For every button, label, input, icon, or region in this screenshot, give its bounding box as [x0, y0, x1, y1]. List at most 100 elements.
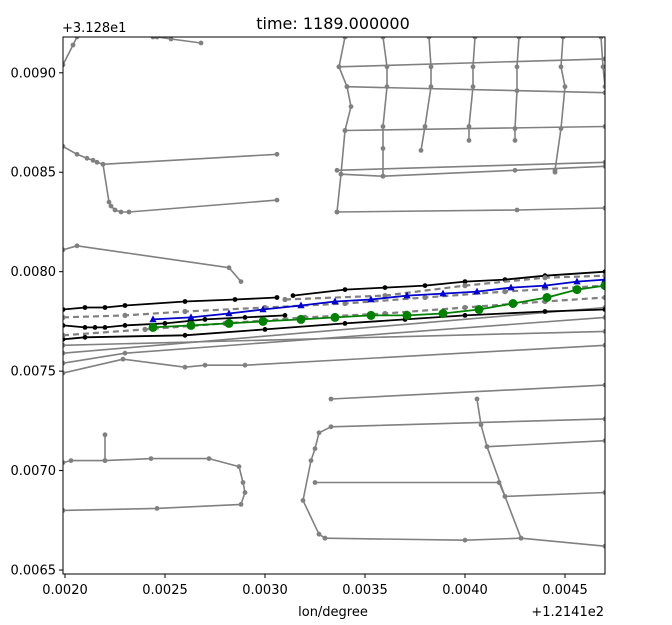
data-point [322, 535, 328, 541]
series-road-3 [100, 161, 280, 215]
series-road-28 [338, 163, 605, 179]
data-point [63, 370, 66, 376]
series-line [292, 270, 605, 297]
series-line [336, 161, 605, 172]
data-point [312, 480, 318, 485]
series-line [344, 125, 605, 132]
data-point [63, 307, 66, 312]
series-road-6 [63, 458, 108, 465]
plot-area [63, 37, 605, 549]
series-line [63, 37, 78, 66]
data-point [502, 289, 508, 295]
data-point [439, 289, 447, 297]
series-line [315, 481, 605, 498]
series-dashed-36 [282, 273, 605, 303]
data-point [102, 325, 108, 330]
data-point [602, 269, 605, 275]
data-point [602, 90, 605, 96]
data-point [100, 161, 106, 167]
series-road-18 [380, 37, 390, 179]
data-point [602, 56, 605, 62]
data-point [238, 502, 244, 507]
x-axis: 0.0020 0.0025 0.0030 0.0035 0.0040 0.0045 [42, 574, 588, 598]
data-point [342, 321, 348, 326]
series-line [338, 58, 605, 68]
data-point [542, 293, 552, 302]
data-point [342, 300, 348, 307]
data-point [63, 144, 66, 149]
data-point [182, 332, 188, 338]
series-line [63, 344, 605, 374]
y-tick-label: 0.0090 [11, 66, 57, 81]
series-line [63, 306, 605, 354]
data-point [512, 138, 518, 143]
data-point [402, 310, 412, 320]
data-point [422, 124, 428, 129]
data-point [108, 203, 114, 209]
data-point [316, 430, 322, 436]
data-point [162, 321, 168, 326]
data-point [328, 396, 334, 402]
series-road-17 [334, 37, 354, 215]
series-road-11 [484, 444, 524, 541]
series-road-21 [512, 37, 522, 143]
data-point [473, 287, 481, 295]
data-point [74, 243, 80, 249]
data-point [150, 37, 156, 40]
data-point [148, 456, 154, 461]
y-tick-label: 0.0080 [11, 265, 57, 280]
data-point [598, 37, 604, 40]
data-point [242, 490, 248, 495]
data-point [122, 303, 128, 308]
data-point [382, 293, 388, 299]
data-point [602, 124, 605, 129]
data-point [63, 336, 66, 342]
data-point [74, 37, 80, 40]
series-road-8 [328, 382, 605, 402]
data-point [344, 84, 350, 90]
series-highlight-30 [63, 295, 280, 312]
data-point [508, 299, 518, 308]
series-road-14 [63, 315, 605, 366]
data-point [118, 209, 124, 215]
data-point [262, 327, 268, 332]
data-point [236, 464, 242, 469]
series-line [554, 37, 566, 173]
data-point [182, 308, 188, 315]
data-point [542, 309, 548, 314]
data-point [186, 320, 196, 330]
y-tick-label: 0.0075 [11, 365, 57, 380]
data-point [330, 312, 340, 322]
data-point [63, 508, 66, 513]
x-tick-label: 0.0030 [242, 583, 288, 598]
data-point [242, 362, 248, 368]
data-point [573, 277, 581, 285]
series-road-7 [300, 416, 605, 541]
data-point [502, 494, 508, 499]
data-point [328, 424, 334, 430]
data-point [462, 279, 468, 284]
data-point [380, 146, 386, 151]
data-point [602, 490, 605, 495]
series-line [382, 37, 388, 177]
series-line [336, 37, 352, 213]
data-point [106, 199, 112, 205]
data-point [512, 167, 518, 173]
data-point [84, 155, 90, 161]
data-point [542, 275, 548, 281]
x-tick-label: 0.0020 [42, 583, 88, 598]
series-line [302, 418, 605, 539]
data-point [466, 138, 472, 143]
data-point [601, 275, 605, 283]
data-point [474, 396, 480, 402]
data-point [382, 285, 388, 290]
data-point [240, 480, 246, 485]
data-point [102, 305, 108, 310]
data-point [602, 382, 605, 388]
data-point [82, 305, 88, 310]
data-point [602, 159, 605, 165]
series-line [420, 37, 432, 151]
data-point [312, 446, 318, 452]
data-point [438, 309, 448, 318]
series-line [476, 398, 605, 448]
